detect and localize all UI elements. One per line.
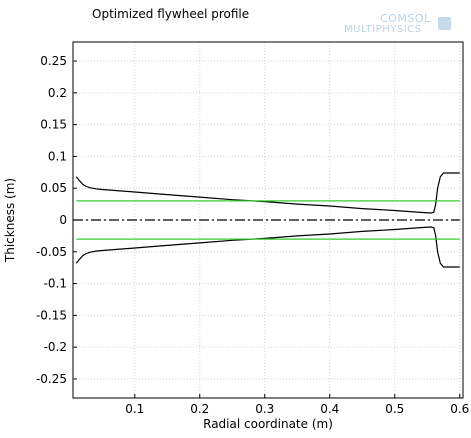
x-tick-label: 0.4 [320,402,339,416]
chart-title: Optimized flywheel profile [92,7,249,21]
y-tick-label: 0 [59,213,67,227]
y-tick-label: -0.25 [36,372,67,386]
y-tick-label: 0.2 [48,86,67,100]
series-line-1 [75,172,460,214]
y-tick-label: 0.1 [48,149,67,163]
x-tick-label: 0.5 [385,402,404,416]
y-tick-label: 0.15 [40,118,67,132]
logo-text-line1: COMSOL [380,12,431,25]
series-layer [73,172,460,268]
y-tick-label: 0.05 [40,181,67,195]
logo-icon [438,17,451,30]
comsol-logo: COMSOL MULTIPHYSICS [344,12,451,35]
x-tick-label: 0.1 [125,402,144,416]
y-axis-ticks: 0.25 0.2 0.15 0.1 0.05 0 -0.05 -0.1 -0.15 -0.2 -0.… [36,54,77,386]
series-line-2 [75,226,460,268]
y-tick-label: -0.1 [44,277,67,291]
y-tick-label: -0.15 [36,308,67,322]
y-tick-label: 0.25 [40,54,67,68]
x-axis-label: Radial coordinate (m) [203,417,333,431]
y-tick-label: -0.2 [44,340,67,354]
y-tick-label: -0.05 [36,245,67,259]
x-tick-label: 0.2 [190,402,209,416]
x-tick-label: 0.6 [450,402,469,416]
x-axis-ticks: 0.1 0.2 0.3 0.4 0.5 0.6 [125,394,469,416]
y-axis-label: Thickness (m) [3,178,17,263]
logo-text-line2: MULTIPHYSICS [344,24,421,35]
x-tick-label: 0.3 [255,402,274,416]
